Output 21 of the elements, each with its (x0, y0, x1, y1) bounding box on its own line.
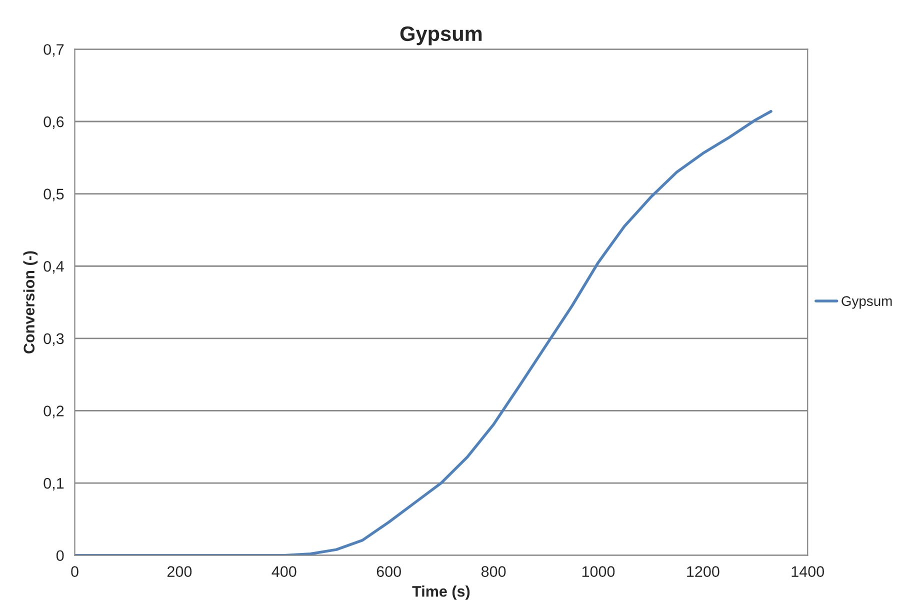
line-series (74, 110, 772, 556)
x-tick-label: 800 (481, 566, 506, 577)
legend-label: Gypsum (842, 296, 892, 309)
chart-title: Gypsum (400, 26, 482, 46)
y-tick-label: 0,7 (44, 44, 64, 57)
y-tick-label: 0,6 (44, 116, 64, 129)
y-tick-label: 0,5 (44, 188, 64, 202)
x-tick-label: 600 (376, 566, 401, 577)
x-tick-label: 1400 (792, 566, 824, 577)
x-tick-label: 200 (167, 566, 192, 577)
x-tick-label: 1000 (582, 566, 615, 577)
y-tick-label: 0,3 (44, 333, 64, 346)
y-tick-label: 0,4 (44, 260, 64, 274)
y-axis-title: Conversion (-) (23, 251, 38, 354)
x-tick-label: 0 (71, 566, 78, 577)
y-tick-label: 0,1 (44, 478, 64, 491)
y-tick-label: 0 (56, 550, 64, 562)
x-tick-label: 400 (272, 566, 296, 577)
y-tick-label: 0,2 (44, 406, 64, 418)
x-tick-label: 1200 (687, 566, 720, 577)
x-axis-title: Time (s) (412, 586, 470, 600)
